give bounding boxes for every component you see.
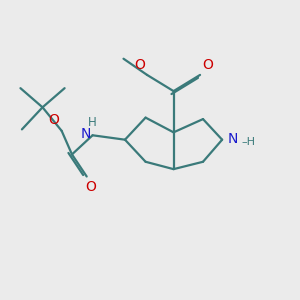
Text: O: O bbox=[202, 58, 213, 72]
Text: O: O bbox=[85, 180, 96, 194]
Text: –H: –H bbox=[241, 137, 255, 147]
Text: O: O bbox=[48, 113, 59, 127]
Text: H: H bbox=[88, 116, 96, 128]
Text: N: N bbox=[81, 127, 91, 141]
Text: N: N bbox=[227, 131, 238, 146]
Text: O: O bbox=[134, 58, 145, 72]
